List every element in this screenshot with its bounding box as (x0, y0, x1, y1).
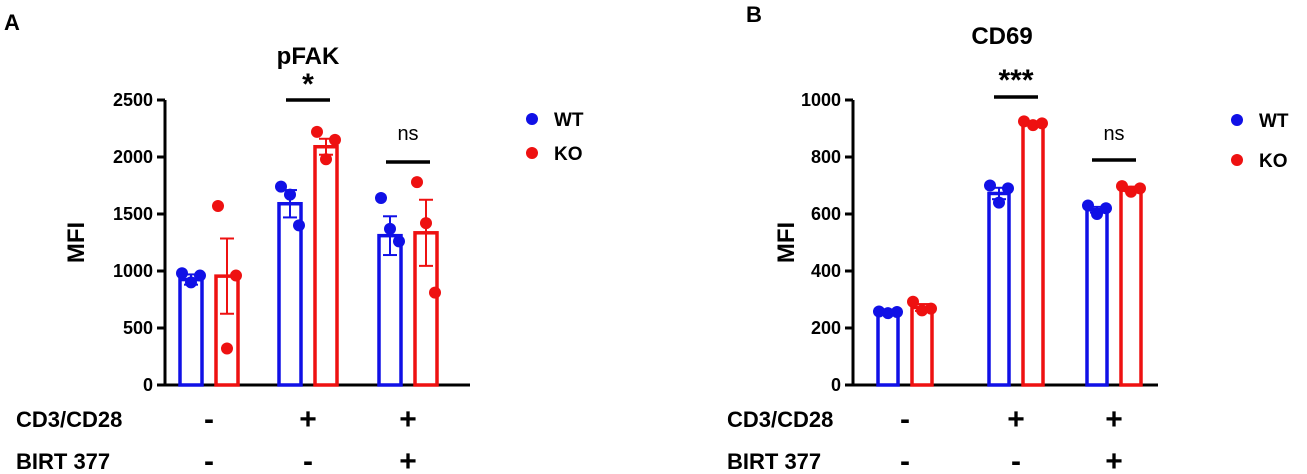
data-point-ko (1027, 119, 1039, 132)
data-point-ko (420, 217, 432, 230)
panel-label: B (746, 2, 762, 27)
chart-title: pFAK (277, 43, 340, 70)
y-tick-label: 800 (811, 147, 841, 167)
legend-label-ko: KO (1259, 151, 1288, 172)
legend-marker-wt (526, 113, 538, 125)
bar-wt (178, 277, 204, 387)
data-point-wt (185, 276, 197, 289)
condition-symbol: - (303, 445, 313, 474)
data-point-wt (873, 305, 885, 318)
data-point-wt (1091, 208, 1103, 220)
data-point-wt (176, 267, 188, 280)
y-axis-label: MFI (63, 222, 90, 263)
panel-label: A (4, 10, 20, 35)
y-tick-label: 1000 (113, 261, 153, 281)
data-point-wt (891, 306, 903, 319)
bar-ko (313, 144, 339, 387)
data-point-ko (230, 269, 242, 282)
y-tick-label: 500 (123, 318, 153, 338)
data-point-ko (1125, 185, 1137, 198)
data-point-wt (375, 192, 387, 205)
data-point-wt (984, 179, 996, 192)
data-point-ko (925, 302, 937, 315)
data-point-ko (311, 125, 323, 138)
significance-label: * (302, 68, 314, 101)
condition-symbol: - (204, 445, 214, 474)
y-tick-label: 1000 (801, 90, 841, 110)
condition-symbol: - (900, 445, 910, 474)
data-point-ko (1036, 117, 1048, 130)
bar-ko (1021, 121, 1045, 387)
legend-marker-ko (526, 147, 538, 159)
chart-title: CD69 (971, 23, 1032, 50)
data-point-ko (1018, 115, 1030, 128)
significance-label: *** (998, 64, 1033, 97)
data-point-ko (1116, 180, 1128, 193)
y-tick-label: 0 (143, 375, 153, 395)
condition-row-label: CD3/CD28 (727, 407, 833, 432)
data-point-wt (284, 188, 296, 201)
condition-row-label: CD3/CD28 (16, 407, 122, 432)
bar-wt (987, 191, 1011, 387)
bar-wt (1085, 207, 1109, 387)
data-point-ko (1134, 182, 1146, 195)
y-tick-label: 600 (811, 204, 841, 224)
data-point-ko (411, 176, 423, 189)
data-point-wt (1082, 199, 1094, 212)
condition-row-label: BIRT 377 (727, 449, 821, 474)
data-point-ko (907, 295, 919, 308)
data-point-ko (429, 286, 441, 299)
y-tick-label: 0 (831, 375, 841, 395)
significance-label: ns (1103, 123, 1124, 145)
y-axis-label: MFI (773, 222, 800, 263)
data-point-ko (329, 133, 341, 146)
condition-symbol: + (299, 403, 317, 436)
legend-marker-wt (1231, 114, 1243, 126)
condition-symbol: + (399, 403, 417, 436)
legend-label-ko: KO (554, 144, 583, 165)
data-point-wt (393, 235, 405, 248)
legend-marker-ko (1231, 154, 1243, 166)
data-point-wt (882, 307, 894, 320)
data-point-wt (384, 222, 396, 235)
bar-ko (910, 305, 934, 387)
data-point-ko (320, 153, 332, 166)
condition-symbol: + (1105, 445, 1123, 474)
data-point-ko (221, 342, 233, 355)
y-tick-label: 1500 (113, 204, 153, 224)
y-tick-label: 2500 (113, 90, 153, 110)
bar-wt (377, 233, 403, 387)
y-tick-label: 200 (811, 318, 841, 338)
bar-wt (876, 310, 900, 387)
data-point-ko (916, 304, 928, 317)
data-point-ko (212, 200, 224, 213)
data-point-wt (275, 180, 287, 193)
condition-symbol: - (900, 403, 910, 436)
data-point-wt (293, 219, 305, 232)
y-tick-label: 400 (811, 261, 841, 281)
condition-symbol: - (1011, 445, 1021, 474)
data-point-wt (1002, 182, 1014, 195)
panel-b: B CD69 0 200 400 600 800 1000 MFI *** ns WT KO CD3/CD… (727, 2, 1289, 474)
data-point-wt (993, 196, 1005, 209)
bar-ko (1119, 187, 1143, 387)
data-point-wt (194, 269, 206, 282)
condition-symbol: - (204, 403, 214, 436)
condition-symbol: + (1105, 403, 1123, 436)
data-point-wt (1100, 202, 1112, 215)
condition-row-label: BIRT 377 (16, 449, 110, 474)
legend-label-wt: WT (1259, 111, 1289, 132)
legend-label-wt: WT (554, 110, 584, 131)
y-tick-label: 2000 (113, 147, 153, 167)
condition-symbol: + (399, 445, 417, 474)
condition-symbol: + (1007, 403, 1025, 436)
significance-label: ns (397, 123, 418, 145)
